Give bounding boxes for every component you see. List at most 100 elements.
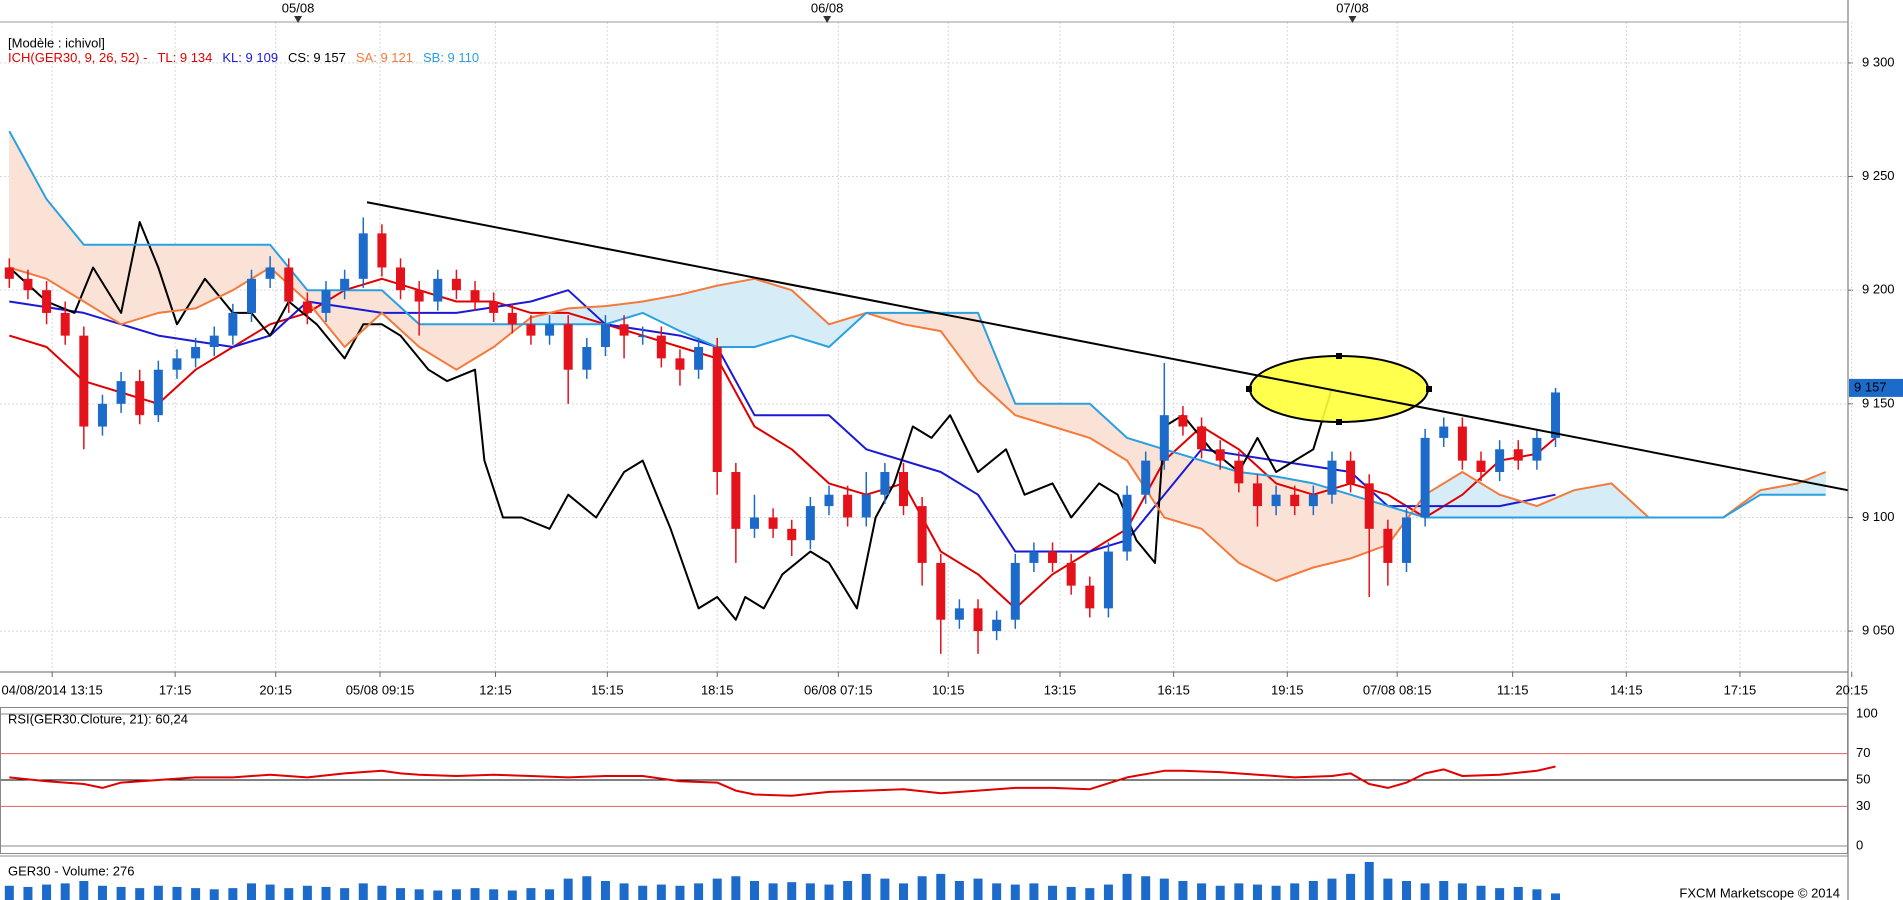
- candle-body: [1420, 437, 1430, 518]
- volume-bar: [1252, 884, 1262, 900]
- trend-line: [366, 201, 1848, 492]
- candle-body: [1457, 426, 1467, 461]
- x-tick-label: 14:15: [1610, 682, 1643, 697]
- volume-bar: [246, 883, 256, 900]
- volume-bar: [414, 889, 424, 900]
- candle-body: [228, 312, 238, 336]
- y-tick-label: 0: [1856, 837, 1863, 852]
- candle-body: [843, 494, 853, 518]
- x-tick-label: 17:15: [159, 682, 192, 697]
- volume-bar: [135, 888, 145, 900]
- y-tick-label: 9 150: [1862, 395, 1895, 410]
- candle-body: [97, 403, 107, 427]
- y-tick-label: 9 250: [1862, 168, 1895, 183]
- volume-bar: [1178, 881, 1188, 900]
- candle-body: [656, 335, 666, 359]
- candle-body: [992, 619, 1002, 632]
- candle-body: [209, 335, 219, 347]
- candle-body: [563, 324, 573, 370]
- volume-bar: [1197, 883, 1207, 900]
- candle-body: [1439, 426, 1449, 438]
- candle-body: [1308, 494, 1318, 507]
- candle-body: [861, 494, 871, 518]
- volume-bar: [1476, 885, 1486, 900]
- candle-body: [1085, 585, 1095, 609]
- last-price-box: [1849, 378, 1903, 397]
- volume-bar: [843, 881, 853, 900]
- candle-body: [917, 506, 927, 563]
- candle-body: [1551, 392, 1561, 438]
- candle-body: [116, 381, 126, 404]
- y-tick-label: 9 300: [1862, 54, 1895, 69]
- x-tick-label: 19:15: [1271, 682, 1304, 697]
- volume-bar: [358, 883, 368, 900]
- volume-bar: [42, 884, 52, 900]
- candle-body: [1122, 494, 1132, 552]
- legend-entry: SB: 9 110: [423, 50, 479, 65]
- volume-bar: [563, 878, 573, 900]
- legend-entry: CS: 9 157: [288, 50, 346, 65]
- candle-body: [1290, 494, 1300, 507]
- candle-body: [1048, 551, 1058, 563]
- volume-bar: [1010, 884, 1020, 900]
- x-tick-label: 07/08 08:15: [1363, 682, 1432, 697]
- volume-bar: [451, 889, 461, 900]
- volume-bar: [340, 888, 350, 900]
- candle-body: [582, 347, 592, 370]
- ichimoku-line: [9, 289, 1556, 553]
- volume-bar: [954, 881, 964, 900]
- volume-bar: [1420, 883, 1430, 900]
- legend: ICH(GER30, 9, 26, 52) - TL: 9 134 KL: 9 10…: [8, 50, 479, 65]
- candle-body: [731, 472, 741, 529]
- volume-bar: [545, 889, 555, 900]
- rsi-layer: [9, 765, 1556, 797]
- candle-body: [1197, 426, 1207, 450]
- volume-bar: [433, 890, 443, 900]
- volume-bar: [675, 885, 685, 900]
- volume-bar: [768, 883, 778, 900]
- y-tick-label: 9 100: [1862, 509, 1895, 524]
- candle-body: [1495, 449, 1505, 472]
- candle-body: [172, 358, 182, 370]
- candle-body: [1383, 528, 1393, 563]
- panel-title: RSI(GER30.Cloture, 21): 60,24: [8, 711, 188, 726]
- volume-bar: [377, 885, 387, 900]
- candle-body: [545, 324, 555, 336]
- volume-bar: [1346, 873, 1356, 900]
- cloud-fill: [716, 278, 755, 348]
- candle-body: [936, 562, 946, 620]
- candle-body: [1103, 551, 1113, 609]
- candle-body: [246, 278, 256, 313]
- candle-body: [638, 335, 648, 338]
- price-layer: [4, 130, 1826, 654]
- volume-bar: [1364, 862, 1374, 900]
- volume-bar: [600, 881, 610, 900]
- volume-bar: [209, 889, 219, 900]
- volume-bar: [1439, 881, 1449, 900]
- candle-body: [899, 472, 909, 507]
- date-marker: [1348, 16, 1357, 23]
- volume-bar: [694, 883, 704, 900]
- volume-bar: [321, 886, 331, 900]
- candle-body: [135, 381, 145, 416]
- date-marker: [294, 16, 303, 23]
- date-marker-label: 07/08: [1336, 0, 1369, 15]
- volume-bar: [1308, 881, 1318, 900]
- candle-body: [973, 608, 983, 632]
- y-tick-label: 30: [1856, 798, 1870, 813]
- candle-body: [414, 290, 424, 302]
- volume-bar: [470, 888, 480, 900]
- candle-body: [787, 528, 797, 541]
- volume-bar: [1457, 883, 1467, 900]
- candle-body: [1252, 483, 1262, 507]
- volume-bar: [97, 885, 107, 900]
- candle-body: [340, 278, 350, 291]
- volume-bar: [1513, 886, 1523, 900]
- candle-body: [79, 335, 89, 427]
- candle-body: [1010, 562, 1020, 620]
- date-marker-label: 06/08: [811, 0, 844, 15]
- candle-body: [1532, 437, 1542, 461]
- indicator-label: ICH(GER30, 9, 26, 52) -: [8, 50, 147, 65]
- volume-bar: [1159, 878, 1169, 900]
